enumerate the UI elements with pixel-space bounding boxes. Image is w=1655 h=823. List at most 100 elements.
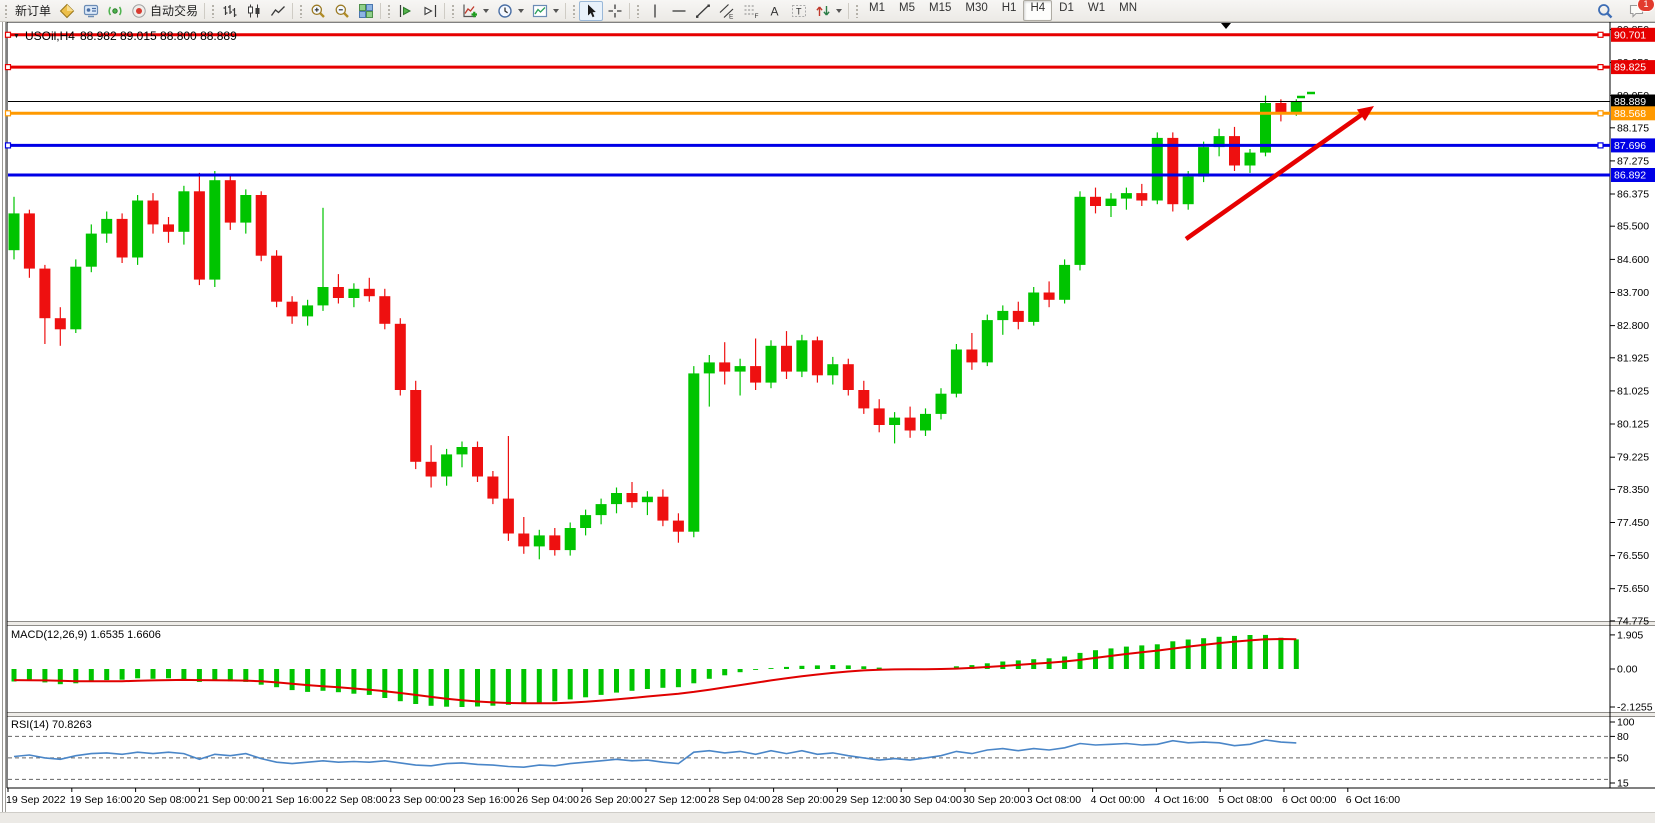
svg-text:3 Oct 08:00: 3 Oct 08:00 [1027, 794, 1081, 806]
svg-text:6 Oct 16:00: 6 Oct 16:00 [1346, 794, 1400, 806]
arrows-button[interactable] [811, 1, 846, 21]
autotrading-icon [132, 3, 146, 18]
svg-text:28 Sep 04:00: 28 Sep 04:00 [708, 794, 771, 806]
price-line-label: 88.568 [1614, 108, 1646, 120]
chart-ohlc-values: 88.982 89.015 88.800 88.889 [79, 29, 237, 43]
timeframe-M30-button[interactable]: M30 [965, 2, 988, 14]
svg-text:88.175: 88.175 [1617, 122, 1649, 134]
rsi-indicator-label: RSI(14) 70.8263 [11, 719, 92, 731]
svg-text:0.00: 0.00 [1617, 664, 1638, 676]
tile-windows-icon [359, 3, 374, 18]
rsi-name: RSI(14) [11, 719, 49, 731]
zoom-out-button[interactable] [330, 1, 354, 21]
periods-button[interactable] [493, 1, 528, 21]
timeframe-H1-button[interactable]: H1 [1001, 2, 1017, 14]
periods-dropdown-icon[interactable] [518, 9, 525, 16]
price-line-label: 87.696 [1614, 140, 1646, 152]
equidistant-channel-icon: E [719, 3, 734, 19]
timeframe-W1-button[interactable]: W1 [1087, 2, 1106, 14]
timeframe-MN-button[interactable]: MN [1119, 2, 1137, 14]
chart-shift-button[interactable] [418, 1, 442, 21]
price-line-86.892[interactable]: 86.892 [8, 168, 1655, 182]
svg-text:E: E [729, 13, 734, 19]
svg-text:80.125: 80.125 [1617, 419, 1649, 431]
autotrading-button[interactable]: 自动交易 [127, 1, 202, 21]
text-tool-button[interactable]: A [763, 1, 787, 21]
timeframe-D1-button[interactable]: D1 [1059, 2, 1074, 14]
window-bottom-strip [0, 812, 1655, 823]
chat-button[interactable]: 1 [1625, 0, 1655, 21]
vertical-line-button[interactable] [643, 1, 667, 21]
toolbar-group [447, 0, 563, 21]
fibonacci-button[interactable]: F [739, 1, 763, 21]
svg-text:19 Sep 2022: 19 Sep 2022 [6, 794, 66, 806]
horizontal-line-button[interactable] [667, 1, 691, 21]
pane-separators[interactable] [7, 621, 1655, 717]
cursor-button[interactable] [579, 0, 604, 21]
autotrading-label: 自动交易 [150, 4, 199, 18]
auto-scroll-button[interactable] [394, 1, 418, 21]
zoom-in-button[interactable] [306, 1, 330, 21]
left-panel-splitter[interactable] [2, 22, 6, 812]
metaeditor-icon [59, 3, 75, 18]
line-chart-button[interactable] [266, 1, 290, 21]
search-button[interactable] [1593, 1, 1617, 21]
scale-marker-icon[interactable] [1221, 23, 1231, 29]
svg-text:5 Oct 08:00: 5 Oct 08:00 [1218, 794, 1272, 806]
templates-dropdown-icon[interactable] [553, 9, 560, 16]
rsi-pane [8, 735, 1610, 780]
svg-text:4 Oct 16:00: 4 Oct 16:00 [1154, 794, 1208, 806]
metaeditor-button[interactable] [55, 1, 79, 21]
svg-text:19 Sep 16:00: 19 Sep 16:00 [70, 794, 133, 806]
timeframe-M1-button[interactable]: M1 [869, 2, 886, 14]
svg-text:T: T [796, 6, 802, 16]
zoom-in-icon [311, 4, 325, 18]
trend-arrow-annotation[interactable] [1184, 106, 1374, 241]
line-handle [4, 31, 12, 38]
svg-text:84.600: 84.600 [1617, 254, 1649, 266]
price-line-90.701[interactable]: 90.701 [4, 27, 1655, 42]
price-line-87.696[interactable]: 87.696 [4, 138, 1655, 153]
svg-text:27 Sep 12:00: 27 Sep 12:00 [644, 794, 707, 806]
toolbar-group: 新订单 自动交易 [0, 0, 202, 21]
templates-button[interactable] [528, 1, 563, 21]
timeframe-M5-button[interactable]: M5 [899, 2, 915, 14]
rsi-line [13, 739, 1297, 769]
notification-badge: 1 [1637, 0, 1655, 12]
tile-windows-button[interactable] [354, 1, 378, 21]
candle-chart-icon [248, 4, 260, 17]
signals-button[interactable] [103, 1, 127, 21]
equidistant-channel-button[interactable]: E [715, 1, 739, 21]
timeframe-H4-button[interactable]: H4 [1023, 0, 1053, 21]
price-line-88.568[interactable]: 88.568 [4, 106, 1655, 121]
crosshair-button[interactable] [603, 1, 627, 21]
price-line-88.889[interactable]: 88.889 [8, 94, 1655, 109]
text-label-button[interactable]: T [787, 1, 811, 21]
indicators-button[interactable] [458, 1, 493, 21]
svg-text:23 Sep 16:00: 23 Sep 16:00 [453, 794, 516, 806]
price-line-89.825[interactable]: 89.825 [4, 60, 1655, 75]
auto-scroll-icon [399, 4, 412, 17]
svg-text:81.025: 81.025 [1617, 385, 1649, 397]
periods-icon [498, 3, 512, 18]
cursor-icon [588, 4, 596, 17]
bar-chart-button[interactable] [218, 1, 242, 21]
rsi-value: 70.8263 [51, 719, 92, 731]
toolbar-grip [636, 3, 641, 18]
symbol-marker-icon: ▼ [13, 32, 20, 40]
fibonacci-icon: F [744, 4, 759, 19]
svg-text:26 Sep 20:00: 26 Sep 20:00 [580, 794, 643, 806]
svg-text:26 Sep 04:00: 26 Sep 04:00 [516, 794, 579, 806]
timeframe-M15-button[interactable]: M15 [929, 2, 952, 14]
main-toolbar: 新订单 自动交易 E F A T M1 M5 M15 M30 H1 H4 D1 W1 MN 1 [0, 0, 1655, 22]
candle-chart-button[interactable] [242, 1, 266, 21]
strategy-tester-button[interactable] [79, 1, 103, 21]
trendline-button[interactable] [691, 1, 715, 21]
new-order-button[interactable]: 新订单 [11, 1, 55, 21]
toolbar-group [207, 0, 290, 21]
arrows-dropdown-icon[interactable] [836, 9, 843, 16]
indicators-dropdown-icon[interactable] [483, 9, 490, 16]
